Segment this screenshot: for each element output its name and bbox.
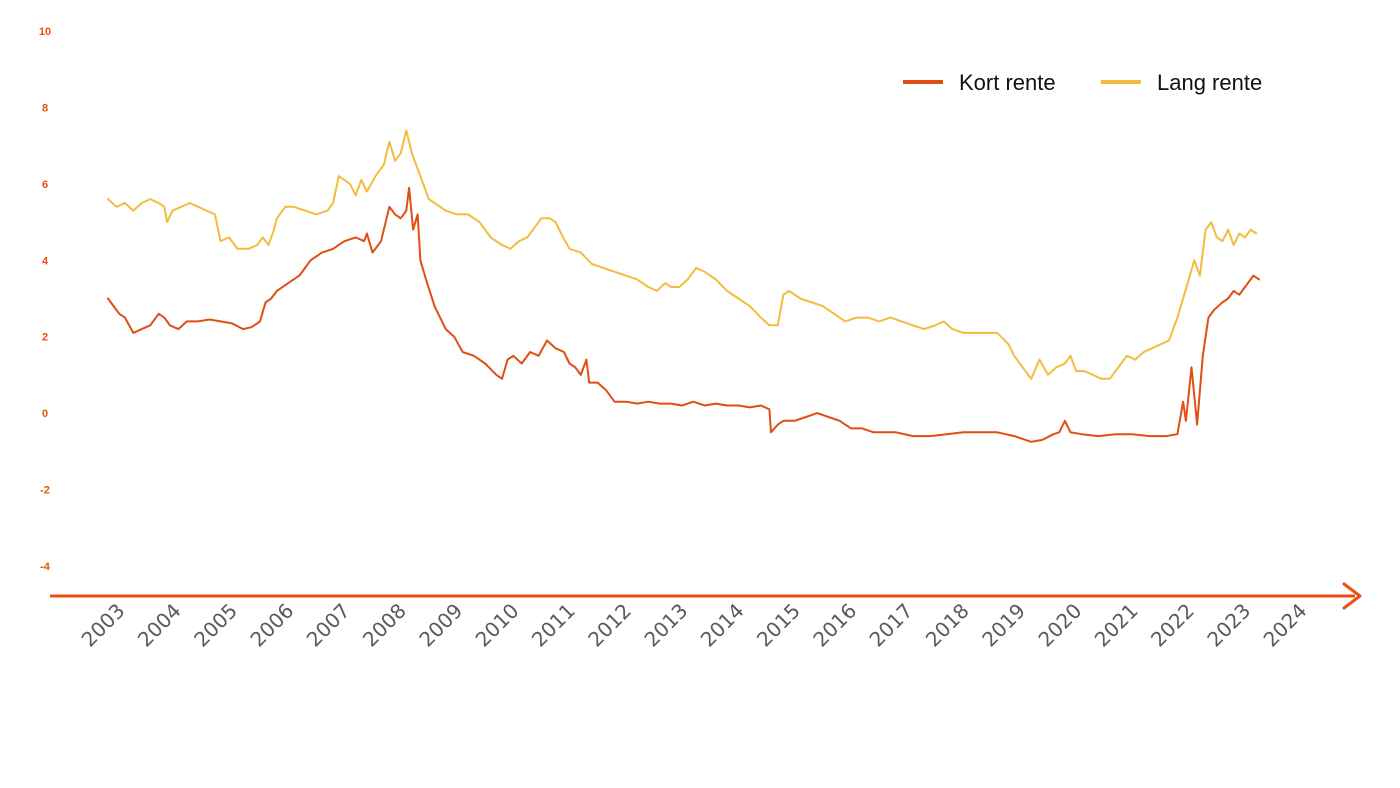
legend-label: Lang rente <box>1157 70 1262 95</box>
x-tick-label: 2019 <box>977 599 1030 652</box>
legend-label: Kort rente <box>959 70 1056 95</box>
y-axis-ticks: 10 8 6 4 2 0 -2 -4 <box>39 26 51 573</box>
y-tick-label: 4 <box>42 255 49 267</box>
x-tick-label: 2010 <box>471 599 524 652</box>
x-tick-label: 2012 <box>583 599 636 652</box>
x-axis <box>50 582 1362 610</box>
x-tick-label: 2011 <box>527 599 580 652</box>
y-tick-label: 10 <box>39 26 51 38</box>
x-axis-arrow-icon <box>1342 582 1362 610</box>
y-tick-label: 2 <box>42 332 48 344</box>
x-tick-label: 2008 <box>358 599 411 652</box>
x-tick-label: 2015 <box>752 599 805 652</box>
x-tick-label: 2017 <box>865 599 918 652</box>
x-tick-label: 2007 <box>302 599 355 652</box>
legend: Kort rente Lang rente <box>903 70 1262 95</box>
series-lines <box>107 129 1260 443</box>
x-tick-label: 2006 <box>245 599 298 652</box>
x-tick-label: 2021 <box>1090 599 1143 652</box>
x-tick-label: 2009 <box>414 599 467 652</box>
x-tick-label: 2018 <box>921 599 974 652</box>
x-tick-label: 2003 <box>77 599 130 652</box>
x-tick-label: 2004 <box>133 599 186 652</box>
y-tick-label: -2 <box>40 485 50 497</box>
y-tick-label: 0 <box>42 408 48 420</box>
x-tick-label: 2014 <box>696 599 749 652</box>
y-tick-label: -4 <box>40 561 51 573</box>
x-tick-label: 2023 <box>1202 599 1255 652</box>
x-axis-ticks: 2003 2004 2005 2006 2007 2008 2009 2010 2011 2012… <box>77 599 1312 652</box>
y-tick-label: 6 <box>42 179 48 191</box>
x-tick-label: 2005 <box>189 599 242 652</box>
x-tick-label: 2020 <box>1033 599 1086 652</box>
series-line-lang-rente <box>107 129 1258 380</box>
x-tick-label: 2024 <box>1259 599 1312 652</box>
x-tick-label: 2016 <box>808 599 861 652</box>
x-tick-label: 2013 <box>639 599 692 652</box>
y-tick-label: 8 <box>42 102 48 114</box>
x-tick-label: 2022 <box>1146 599 1199 652</box>
series-line-kort-rente <box>107 186 1260 443</box>
